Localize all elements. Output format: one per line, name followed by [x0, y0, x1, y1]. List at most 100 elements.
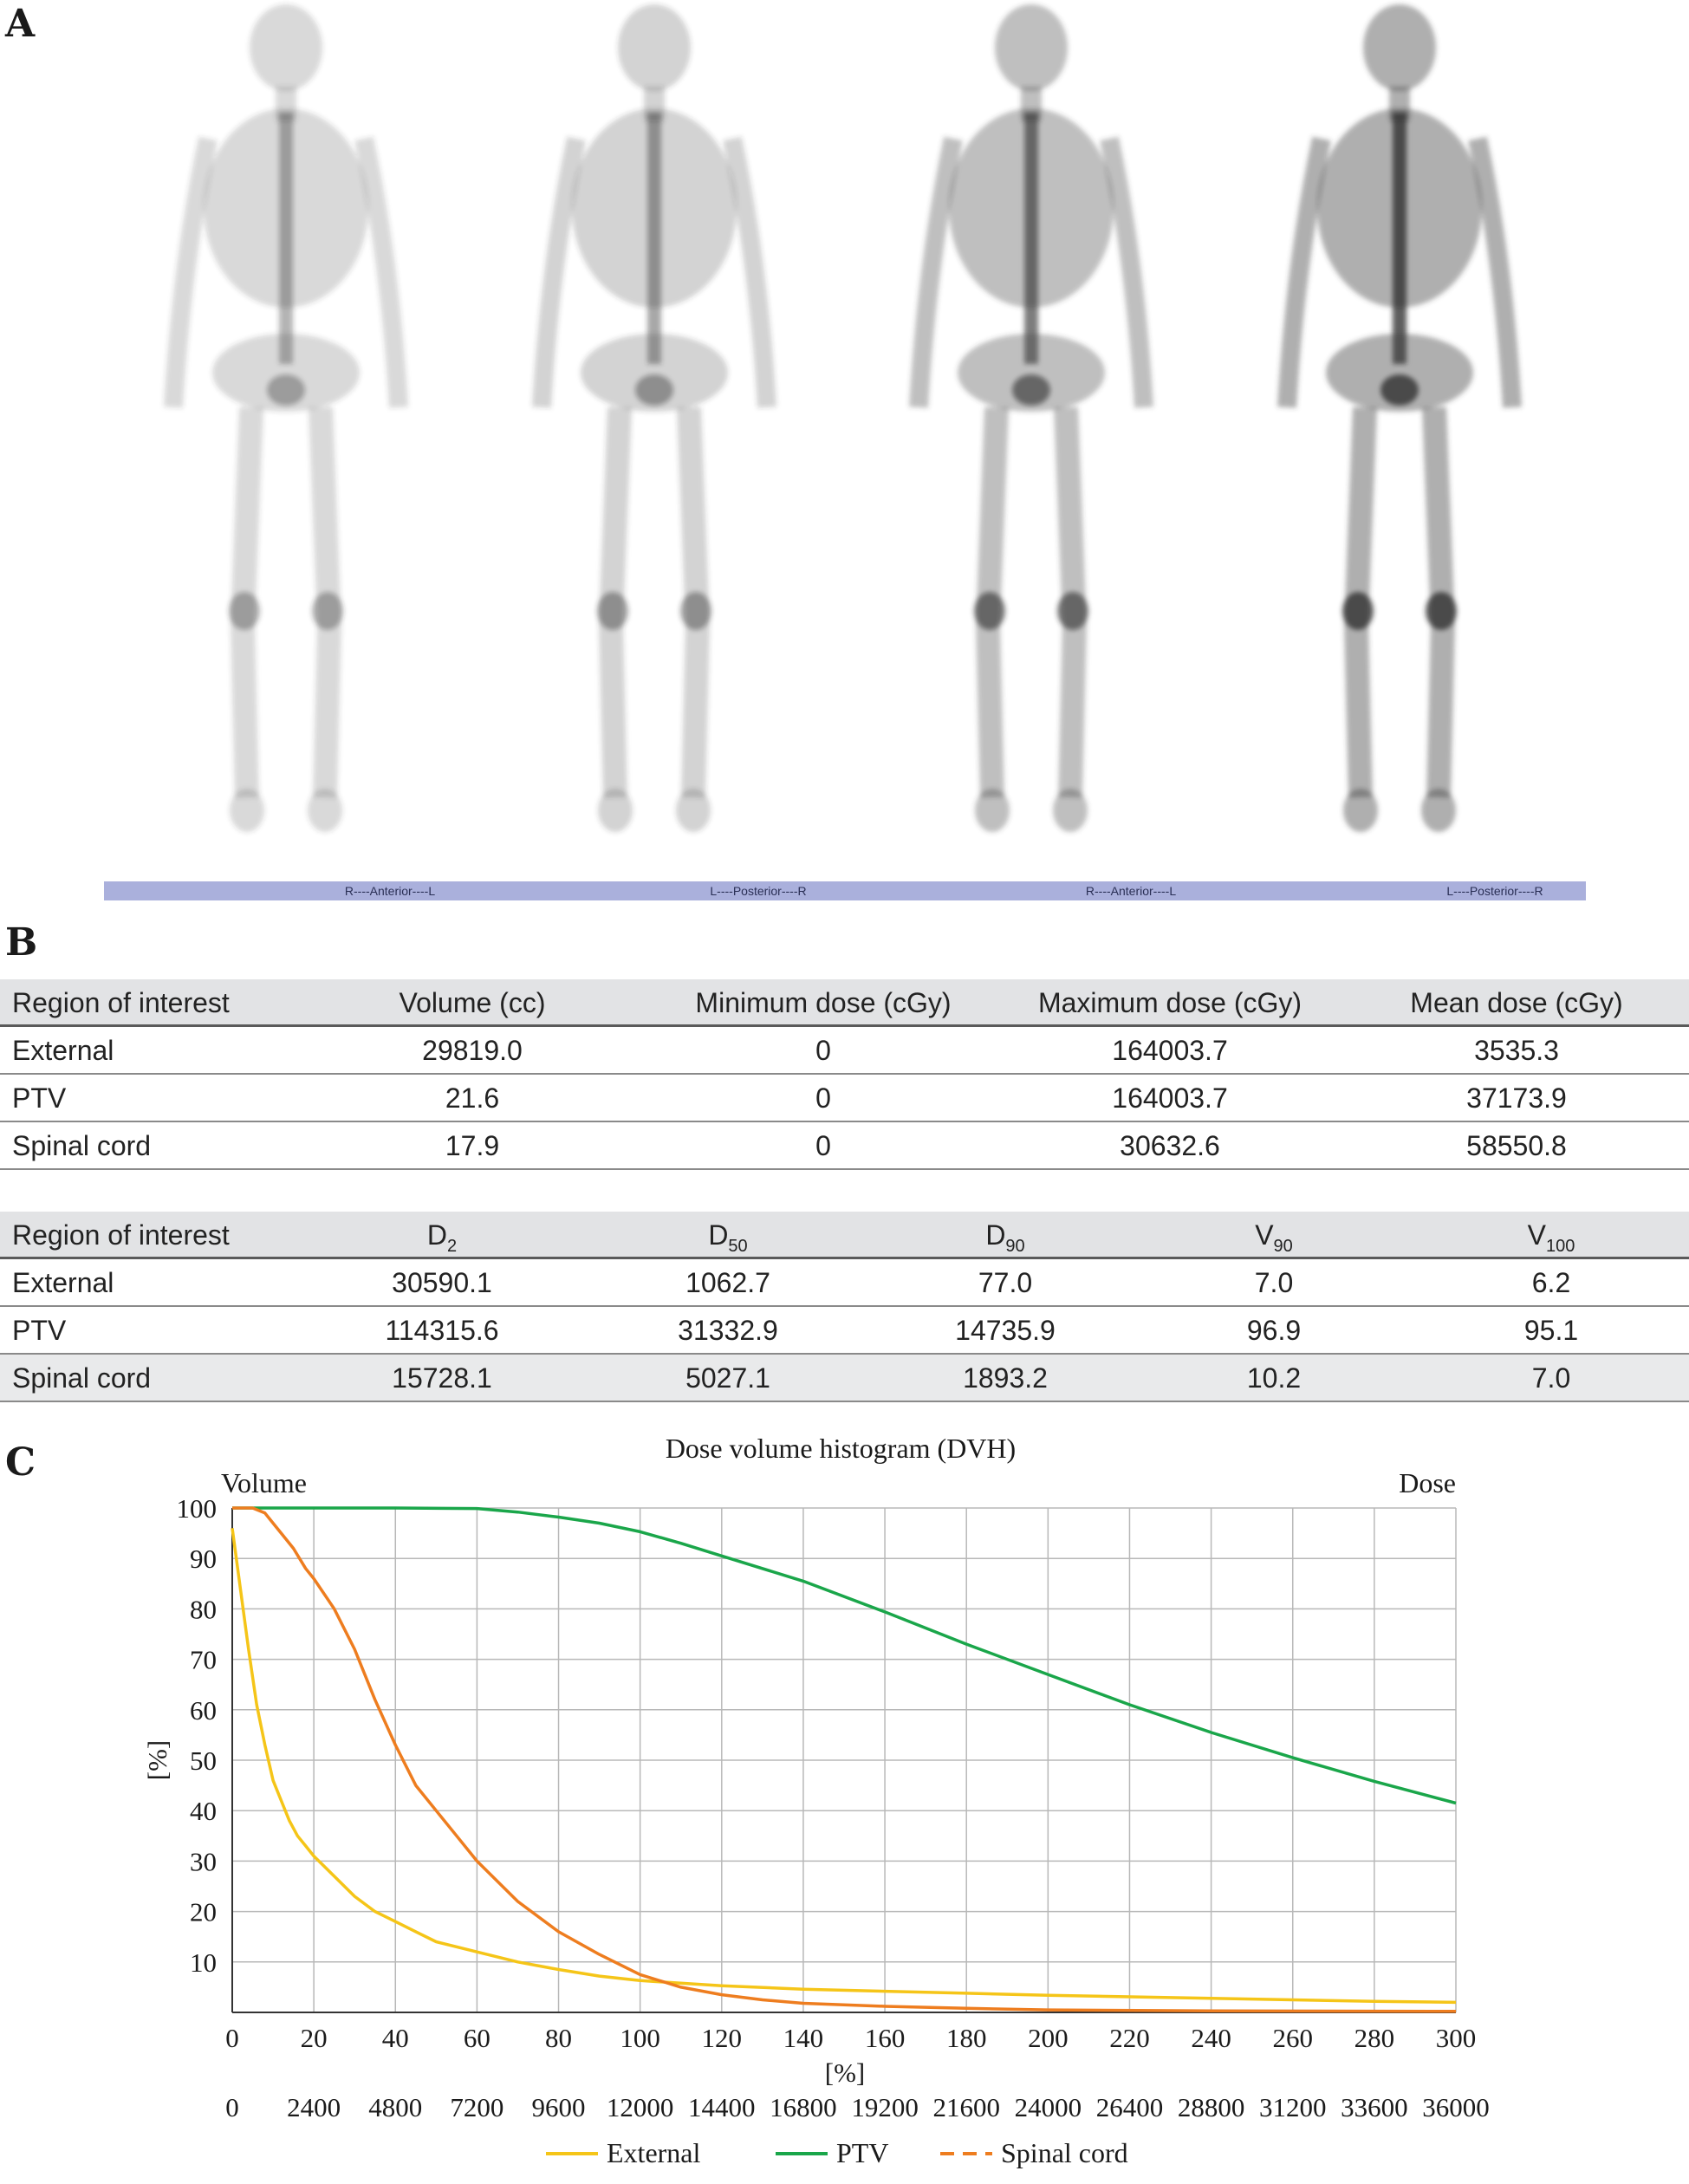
table-cell: 30632.6	[1120, 1130, 1220, 1161]
table-cell: 7.0	[1254, 1267, 1294, 1298]
y-tick-label: 50	[190, 1745, 217, 1776]
table-cell: 31332.9	[678, 1315, 778, 1346]
y-tick-label: 80	[190, 1594, 217, 1624]
table-row: External 29819.0 0 164003.7 3535.3	[0, 1027, 1689, 1075]
table-header-row: Region of interest Volume (cc) Minimum d…	[0, 979, 1689, 1027]
y-tick-label: 70	[190, 1645, 217, 1675]
x-tick-label: 100	[620, 2023, 660, 2053]
y-tick-label: 20	[190, 1897, 217, 1927]
y-tick-label: 60	[190, 1695, 217, 1726]
x-secondary-tick-label: 7200	[450, 2092, 503, 2122]
volume-label: Volume	[221, 1467, 307, 1498]
table-cell: 58550.8	[1466, 1130, 1567, 1161]
table-cell: 3535.3	[1474, 1035, 1559, 1066]
table-header-row: Region of interest D2 D50 D90 V90 V100	[0, 1212, 1689, 1259]
legend-label: Spinal cord	[1001, 2137, 1128, 2168]
x-tick-label: 220	[1109, 2023, 1150, 2053]
view-label-2: L----Posterior----R	[710, 884, 807, 898]
table-cell: 0	[815, 1130, 831, 1161]
table-header-cell: Region of interest	[12, 987, 230, 1018]
x-secondary-tick-label: 9600	[532, 2092, 586, 2122]
table-cell: 164003.7	[1112, 1035, 1228, 1066]
table-cell: Spinal cord	[12, 1130, 152, 1161]
table-cell: 17.9	[445, 1130, 500, 1161]
x-tick-label: 40	[382, 2023, 409, 2053]
bone-scan-panel: A	[0, 0, 1689, 919]
x-tick-label: 180	[946, 2023, 987, 2053]
dose-table-1: Region of interest Volume (cc) Minimum d…	[0, 979, 1689, 1172]
table-cell: 30590.1	[392, 1267, 492, 1298]
x-tick-label: 0	[225, 2023, 239, 2053]
panel-letter-b: B	[5, 920, 38, 965]
x-secondary-tick-label: 21600	[932, 2092, 1000, 2122]
table-cell: External	[12, 1267, 114, 1298]
x-tick-label: 60	[464, 2023, 490, 2053]
x-secondary-tick-label: 19200	[851, 2092, 919, 2122]
table-row: External 30590.1 1062.7 77.0 7.0 6.2	[0, 1259, 1689, 1307]
bone-scan-posterior-1	[464, 0, 845, 849]
table-cell: 29819.0	[422, 1035, 523, 1066]
table-cell: 1893.2	[963, 1362, 1048, 1394]
table-cell: 37173.9	[1466, 1082, 1567, 1114]
bone-scan-anterior-1	[95, 0, 477, 849]
panel-letter-c: C	[5, 1440, 36, 1485]
x-axis-label: [%]	[825, 2057, 865, 2088]
table-row: PTV 21.6 0 164003.7 37173.9	[0, 1075, 1689, 1122]
view-label-3: R----Anterior----L	[1085, 884, 1177, 898]
table-cell: PTV	[12, 1082, 67, 1114]
table-row: PTV 114315.6 31332.9 14735.9 96.9 95.1	[0, 1307, 1689, 1355]
table-header-cell: D2	[426, 1219, 458, 1256]
table-cell: 77.0	[978, 1267, 1033, 1298]
table-cell: 6.2	[1531, 1267, 1571, 1298]
x-tick-label: 120	[702, 2023, 743, 2053]
x-secondary-tick-label: 4800	[368, 2092, 422, 2122]
legend-label: PTV	[836, 2137, 888, 2168]
table-header-cell: Minimum dose (cGy)	[695, 987, 952, 1018]
table-cell: 15728.1	[392, 1362, 492, 1394]
x-tick-label: 280	[1354, 2023, 1395, 2053]
view-label-4: L----Posterior----R	[1446, 884, 1543, 898]
table-row: Spinal cord 17.9 0 30632.6 58550.8	[0, 1122, 1689, 1170]
table-cell: 10.2	[1246, 1362, 1302, 1394]
skeleton-image	[1277, 4, 1522, 832]
view-label-1: R----Anterior----L	[344, 884, 436, 898]
table-cell: Spinal cord	[12, 1362, 152, 1394]
skeleton-image	[532, 4, 776, 832]
dvh-chart-panel: C Dose volume histogram (DVH) Volume Dose 1…	[0, 1430, 1689, 2184]
y-tick-label: 100	[177, 1493, 218, 1524]
table-cell: 0	[815, 1082, 831, 1114]
x-tick-label: 240	[1191, 2023, 1231, 2053]
table-cell: External	[12, 1035, 114, 1066]
series-line-ptv	[232, 1506, 1457, 1805]
table-cell: PTV	[12, 1315, 67, 1346]
table-cell: 1062.7	[685, 1267, 770, 1298]
table-cell: 0	[815, 1035, 831, 1066]
x-secondary-tick-label: 12000	[607, 2092, 674, 2122]
y-tick-label: 90	[190, 1544, 217, 1574]
bone-scan-posterior-2	[1209, 0, 1590, 849]
table-header-cell: Volume (cc)	[399, 987, 546, 1018]
dose-table-2: Region of interest D2 D50 D90 V90 V100 E…	[0, 1212, 1689, 1404]
table-header-cell: D50	[708, 1219, 748, 1256]
x-secondary-tick-label: 0	[225, 2092, 239, 2122]
x-secondary-tick-label: 2400	[287, 2092, 341, 2122]
y-tick-label: 30	[190, 1846, 217, 1876]
table-header-cell: Mean dose (cGy)	[1410, 987, 1623, 1018]
skeleton-image	[909, 4, 1153, 832]
x-secondary-tick-label: 26400	[1096, 2092, 1164, 2122]
table-cell: 7.0	[1531, 1362, 1571, 1394]
bone-scan-anterior-2	[841, 0, 1222, 849]
table-cell: 14735.9	[955, 1315, 1056, 1346]
x-secondary-tick-label: 33600	[1341, 2092, 1408, 2122]
chart-title: Dose volume histogram (DVH)	[666, 1433, 1016, 1464]
x-secondary-tick-label: 16800	[770, 2092, 837, 2122]
series-line-spinal-cord	[232, 1506, 1457, 2013]
x-secondary-tick-label: 31200	[1259, 2092, 1327, 2122]
dvh-chart: Dose volume histogram (DVH)Volume Dose100…	[142, 1433, 1490, 2168]
view-label-bar: R----Anterior----L L----Posterior----R R…	[104, 881, 1586, 900]
table-cell: 95.1	[1523, 1315, 1579, 1346]
table-header-cell: Maximum dose (cGy)	[1037, 987, 1302, 1018]
table-header-cell: V90	[1255, 1219, 1293, 1256]
x-tick-label: 160	[865, 2023, 906, 2053]
table-header-cell: Region of interest	[12, 1219, 230, 1251]
